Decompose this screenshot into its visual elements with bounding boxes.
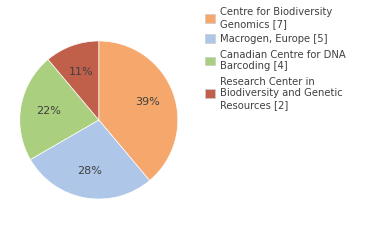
Wedge shape [48,41,99,120]
Wedge shape [30,120,150,199]
Text: 28%: 28% [78,166,102,176]
Text: 11%: 11% [69,67,93,77]
Text: 22%: 22% [36,106,61,116]
Wedge shape [20,60,99,160]
Legend: Centre for Biodiversity
Genomics [7], Macrogen, Europe [5], Canadian Centre for : Centre for Biodiversity Genomics [7], Ma… [203,5,347,112]
Text: 39%: 39% [135,97,160,108]
Wedge shape [99,41,178,180]
